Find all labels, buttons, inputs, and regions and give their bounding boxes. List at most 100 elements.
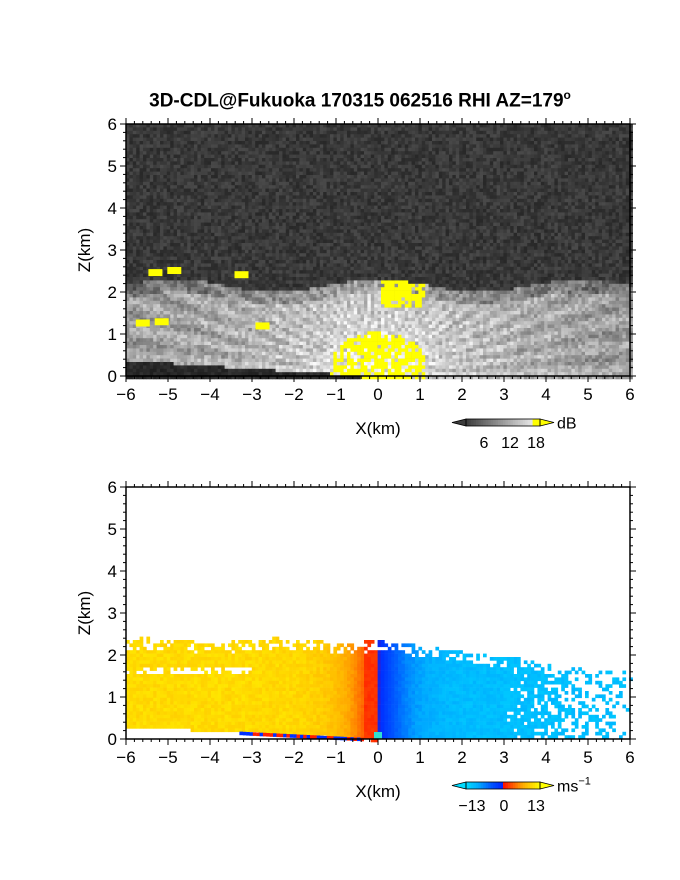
- backscatter-cell: [517, 147, 521, 152]
- backscatter-cell: [585, 232, 589, 237]
- backscatter-cell: [612, 178, 616, 183]
- backscatter-cell: [177, 202, 181, 206]
- backscatter-cell: [608, 219, 613, 223]
- backscatter-cell: [282, 130, 287, 135]
- backscatter-cell: [268, 212, 273, 217]
- backscatter-cell: [506, 130, 511, 135]
- backscatter-cell: [445, 215, 450, 220]
- backscatter-cell: [282, 232, 287, 237]
- backscatter-cell: [591, 154, 596, 159]
- backscatter-cell: [445, 178, 450, 183]
- backscatter-cell: [394, 175, 399, 179]
- backscatter-cell: [629, 192, 633, 196]
- backscatter-cell: [571, 226, 576, 230]
- backscatter-cell: [520, 164, 525, 169]
- backscatter-cell: [330, 154, 334, 159]
- backscatter-cell: [479, 171, 484, 176]
- backscatter-cell: [591, 226, 596, 230]
- backscatter-cell: [377, 185, 382, 189]
- backscatter-cell: [591, 175, 596, 179]
- backscatter-cell: [496, 198, 501, 203]
- backscatter-cell: [347, 229, 351, 234]
- backscatter-cell: [408, 164, 412, 169]
- backscatter-cell: [503, 175, 508, 179]
- backscatter-cell: [200, 195, 205, 200]
- backscatter-cell: [459, 192, 463, 196]
- backscatter-cell: [602, 147, 606, 152]
- backscatter-cell: [160, 205, 164, 210]
- backscatter-cell: [183, 141, 188, 145]
- backscatter-cell: [544, 229, 548, 234]
- backscatter-cell: [571, 154, 576, 159]
- backscatter-cell: [432, 185, 436, 189]
- backscatter-cell: [527, 215, 531, 220]
- backscatter-cell: [557, 130, 562, 135]
- backscatter-cell: [418, 124, 423, 128]
- backscatter-cell: [493, 198, 497, 203]
- backscatter-cell: [432, 195, 436, 200]
- backscatter-cell: [530, 137, 535, 142]
- backscatter-cell: [187, 164, 191, 169]
- backscatter-cell: [221, 205, 225, 210]
- backscatter-cell: [149, 158, 154, 162]
- backscatter-cell: [513, 144, 518, 149]
- backscatter-cell: [602, 127, 606, 132]
- backscatter-cell: [180, 147, 185, 152]
- backscatter-cell: [394, 144, 399, 149]
- backscatter-cell: [432, 161, 436, 166]
- backscatter-cell: [574, 219, 579, 223]
- backscatter-cell: [183, 124, 188, 128]
- backscatter-cell: [391, 161, 395, 166]
- backscatter-cell: [381, 205, 385, 210]
- backscatter-cell: [228, 144, 232, 149]
- backscatter-cell: [554, 127, 559, 132]
- backscatter-cell: [595, 198, 599, 203]
- backscatter-cell: [513, 127, 518, 132]
- backscatter-cell: [149, 215, 154, 220]
- backscatter-cell: [170, 198, 174, 203]
- backscatter-cell: [588, 158, 593, 162]
- backscatter-cell: [282, 209, 287, 213]
- backscatter-cell: [411, 151, 416, 155]
- backscatter-cell: [275, 232, 280, 237]
- backscatter-cell: [564, 161, 569, 166]
- backscatter-cell: [163, 161, 168, 166]
- backscatter-cell: [489, 178, 494, 183]
- backscatter-cell: [275, 164, 280, 169]
- backscatter-cell: [540, 161, 545, 166]
- backscatter-cell: [316, 158, 321, 162]
- backscatter-cell: [571, 181, 576, 186]
- backscatter-cell: [248, 164, 253, 169]
- backscatter-cell: [194, 154, 198, 159]
- backscatter-cell: [428, 130, 433, 135]
- backscatter-cell: [418, 212, 423, 217]
- backscatter-cell: [438, 222, 443, 227]
- backscatter-cell: [428, 175, 433, 179]
- backscatter-cell: [275, 229, 280, 234]
- backscatter-cell: [156, 141, 161, 145]
- backscatter-cell: [438, 171, 443, 176]
- backscatter-cell: [139, 185, 144, 189]
- backscatter-cell: [625, 215, 630, 220]
- backscatter-cell: [330, 171, 334, 176]
- backscatter-cell: [486, 130, 491, 135]
- backscatter-cell: [469, 232, 474, 237]
- backscatter-cell: [510, 212, 514, 217]
- backscatter-cell: [578, 168, 582, 172]
- backscatter-cell: [265, 198, 270, 203]
- backscatter-cell: [143, 127, 147, 132]
- backscatter-cell: [591, 134, 596, 138]
- backscatter-cell: [462, 222, 467, 227]
- backscatter-cell: [245, 188, 249, 193]
- backscatter-cell: [146, 137, 151, 142]
- backscatter-cell: [173, 192, 178, 196]
- backscatter-cell: [544, 226, 548, 230]
- backscatter-cell: [381, 175, 385, 179]
- backscatter-cell: [197, 144, 202, 149]
- backscatter-cell: [251, 178, 256, 183]
- backscatter-cell: [438, 175, 443, 179]
- backscatter-cell: [323, 181, 327, 186]
- backscatter-cell: [462, 232, 467, 237]
- backscatter-cell: [211, 212, 215, 217]
- backscatter-cell: [217, 144, 222, 149]
